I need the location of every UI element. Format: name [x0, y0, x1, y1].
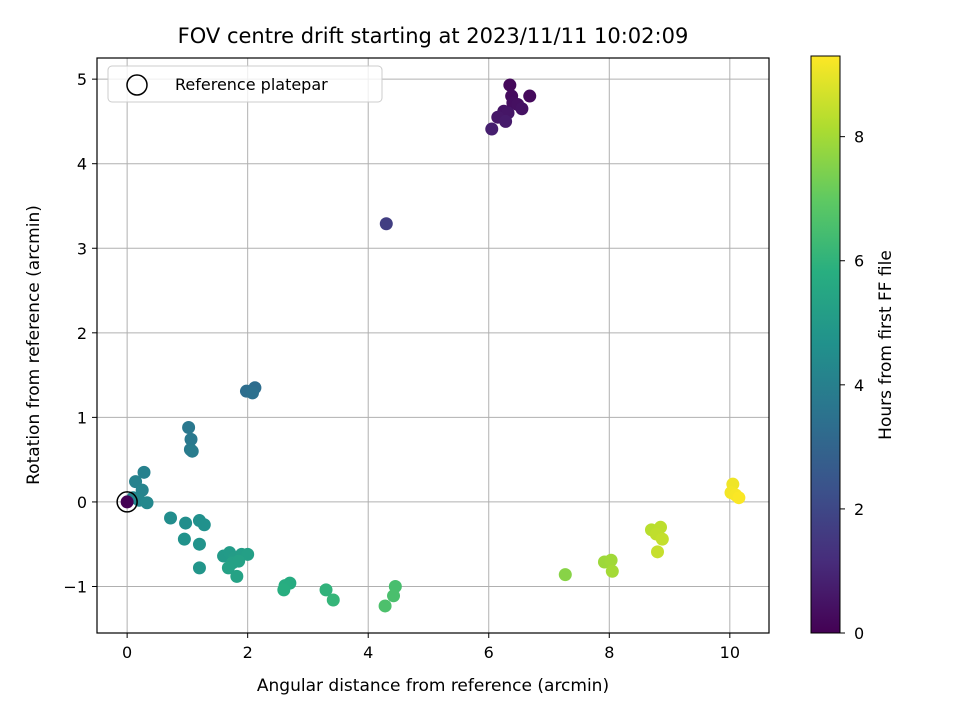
- y-tick-label: 2: [77, 324, 87, 343]
- data-point: [184, 432, 198, 446]
- data-point: [140, 496, 154, 510]
- data-point: [197, 518, 211, 532]
- legend-label: Reference platepar: [175, 75, 328, 94]
- y-tick-label: 4: [77, 155, 87, 174]
- legend: Reference platepar: [107, 65, 383, 103]
- legend-marker-icon: [126, 74, 148, 96]
- data-point: [604, 553, 618, 567]
- x-tick-label: 2: [243, 643, 253, 662]
- data-point: [221, 561, 235, 575]
- data-point: [232, 554, 246, 568]
- data-points: [126, 78, 746, 613]
- x-tick-label: 4: [363, 643, 373, 662]
- data-point: [241, 547, 255, 561]
- x-axis-ticks: 0 2 4 6 8 10: [122, 633, 740, 662]
- data-point: [326, 593, 340, 607]
- x-axis-label: Angular distance from reference (arcmin): [257, 676, 609, 696]
- data-point: [192, 537, 206, 551]
- colorbar-tick-label: 8: [854, 128, 864, 147]
- data-point: [230, 569, 244, 583]
- data-point: [732, 491, 746, 505]
- colorbar-tick-label: 6: [854, 252, 864, 271]
- data-point: [192, 561, 206, 575]
- y-tick-label: 3: [77, 239, 87, 258]
- x-tick-label: 10: [720, 643, 740, 662]
- data-point: [387, 589, 401, 603]
- data-point: [277, 583, 291, 597]
- y-axis-ticks: −1 0 1 2 3 4 5: [63, 70, 97, 596]
- reference-point-marker: [116, 491, 138, 513]
- data-point: [378, 599, 392, 613]
- data-point: [179, 516, 193, 530]
- data-point: [135, 483, 149, 497]
- colorbar-ticks: 0 2 4 6 8: [840, 128, 864, 643]
- data-point: [605, 564, 619, 578]
- y-tick-label: 1: [77, 408, 87, 427]
- colorbar-tick-label: 2: [854, 500, 864, 519]
- y-axis-label: Rotation from reference (arcmin): [24, 205, 44, 485]
- colorbar-label: Hours from first FF file: [876, 250, 896, 440]
- data-point: [558, 568, 572, 582]
- data-point: [182, 421, 196, 435]
- x-tick-label: 0: [122, 643, 132, 662]
- data-point: [245, 386, 259, 400]
- data-point: [177, 532, 191, 546]
- data-point: [164, 511, 178, 525]
- data-point: [379, 217, 393, 231]
- data-point: [651, 545, 665, 559]
- data-point: [485, 122, 499, 136]
- data-point: [503, 78, 517, 92]
- colorbar: 0 2 4 6 8 Hours from first FF file: [810, 55, 896, 643]
- reference-marker-group: [116, 491, 138, 513]
- data-point: [185, 444, 199, 458]
- grid-lines: [97, 58, 769, 633]
- data-point: [319, 583, 333, 597]
- plot-frame: [96, 57, 770, 634]
- data-point: [523, 89, 537, 103]
- chart-title: FOV centre drift starting at 2023/11/11 …: [178, 24, 689, 48]
- x-tick-label: 8: [604, 643, 614, 662]
- colorbar-tick-label: 0: [854, 624, 864, 643]
- reference-point-fill: [120, 495, 134, 509]
- y-tick-label: 5: [77, 70, 87, 89]
- data-point: [655, 532, 669, 546]
- colorbar-gradient: [810, 55, 841, 634]
- colorbar-tick-label: 4: [854, 376, 864, 395]
- y-tick-label: −1: [63, 577, 87, 596]
- legend-box: [107, 65, 383, 103]
- y-tick-label: 0: [77, 493, 87, 512]
- data-point: [137, 465, 151, 479]
- data-point: [515, 102, 529, 116]
- data-point: [499, 114, 513, 128]
- x-tick-label: 6: [484, 643, 494, 662]
